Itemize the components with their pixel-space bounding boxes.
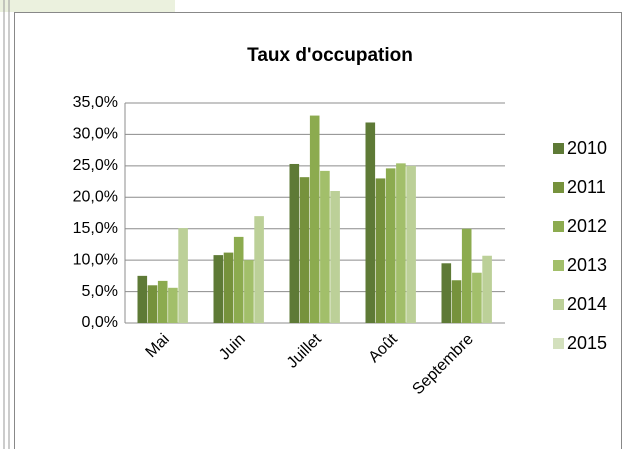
bar	[244, 260, 254, 323]
y-tick-label: 0,0%	[82, 314, 118, 331]
y-tick-label: 20,0%	[73, 189, 118, 206]
y-tick-label: 35,0%	[73, 94, 118, 111]
legend-swatch	[553, 221, 564, 232]
legend-label: 2011	[567, 177, 606, 197]
bar	[385, 168, 396, 323]
bar	[406, 165, 416, 323]
legend-swatch	[553, 260, 564, 271]
y-tick-label: 5,0%	[82, 283, 118, 300]
legend-label: 2014	[567, 294, 607, 314]
legend-label: 2015	[567, 333, 607, 353]
bar	[472, 272, 482, 323]
legend-swatch	[553, 182, 564, 193]
bar	[137, 275, 148, 323]
bar	[441, 263, 452, 323]
bar	[254, 216, 264, 323]
bar	[213, 255, 224, 323]
bar	[330, 191, 340, 323]
legend-swatch	[553, 299, 564, 310]
bar	[223, 252, 234, 323]
bar	[178, 228, 188, 323]
legend-swatch	[553, 143, 564, 154]
y-tick-label: 15,0%	[73, 220, 118, 237]
bar	[375, 178, 386, 323]
bar	[451, 280, 462, 323]
bar	[299, 177, 310, 323]
legend-swatch	[553, 338, 564, 349]
y-tick-label: 25,0%	[73, 157, 118, 174]
legend-label: 2013	[567, 255, 607, 275]
bar	[289, 163, 300, 323]
bar	[396, 163, 406, 323]
legend-label: 2010	[567, 138, 607, 158]
bar	[461, 228, 472, 323]
bar	[320, 170, 330, 323]
bar	[147, 285, 158, 323]
chart-title: Taux d'occupation	[247, 45, 413, 66]
legend-label: 2012	[567, 216, 607, 236]
bar	[157, 280, 168, 323]
bar	[233, 236, 244, 323]
y-tick-label: 10,0%	[73, 251, 118, 268]
bar	[482, 255, 492, 323]
bar	[168, 287, 178, 323]
y-tick-label: 30,0%	[73, 126, 118, 143]
cell-strip	[0, 0, 175, 12]
bar	[365, 122, 376, 323]
bar	[309, 115, 320, 323]
